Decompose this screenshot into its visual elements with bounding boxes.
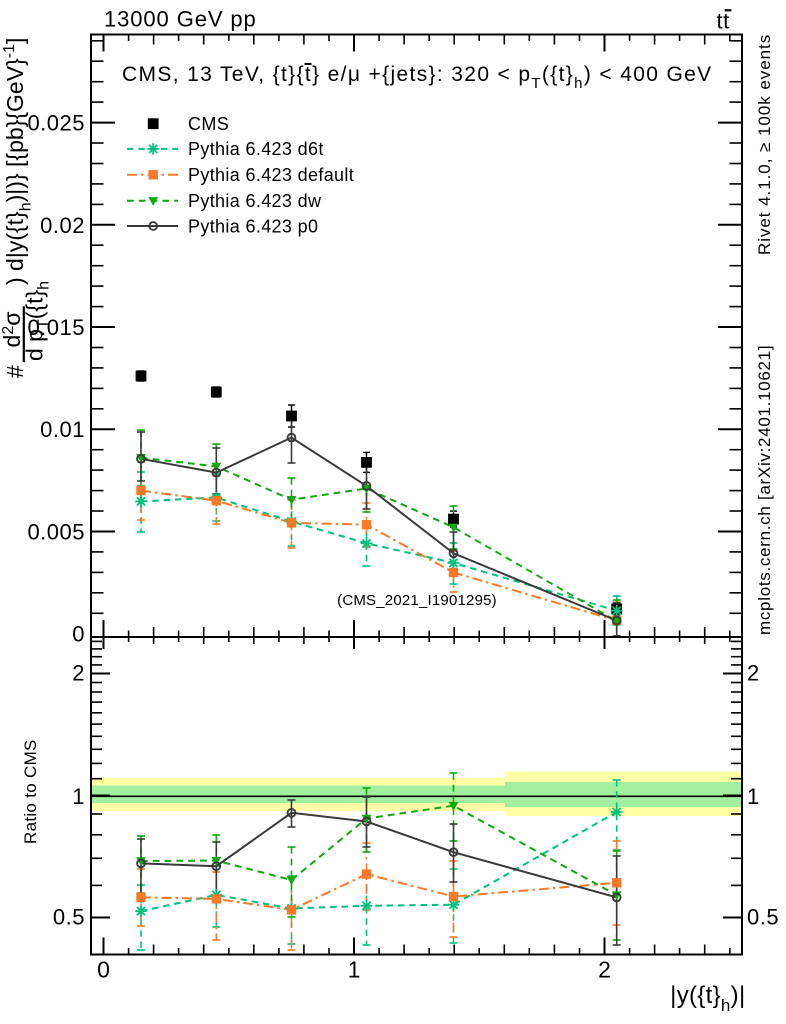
svg-text:0.02: 0.02	[40, 213, 85, 238]
svg-text:0.5: 0.5	[747, 905, 779, 930]
svg-text:tt: tt	[717, 9, 730, 34]
svg-text:0.01: 0.01	[40, 417, 85, 442]
svg-text:) d|y({t}h)|)} [{pb}{GeV}-1]: ) d|y({t}h)|)} [{pb}{GeV}-1]	[1, 38, 35, 285]
svg-text:13000 GeV pp: 13000 GeV pp	[104, 7, 257, 32]
svg-text:mcplots.cern.ch [arXiv:2401.10: mcplots.cern.ch [arXiv:2401.10621]	[755, 345, 774, 635]
svg-text:Pythia 6.423 p0: Pythia 6.423 p0	[188, 216, 318, 236]
svg-text:0.5: 0.5	[53, 905, 85, 930]
svg-text:2: 2	[72, 661, 85, 686]
svg-text:0.005: 0.005	[27, 520, 85, 545]
svg-text:Pythia 6.423 default: Pythia 6.423 default	[188, 165, 354, 185]
svg-text:Rivet 4.1.0, ≥ 100k events: Rivet 4.1.0, ≥ 100k events	[755, 34, 774, 255]
svg-text:0.025: 0.025	[27, 111, 85, 136]
svg-text:Pythia 6.423 d6t: Pythia 6.423 d6t	[188, 139, 324, 159]
svg-text:|y({t}h)|: |y({t}h)|	[670, 982, 745, 1015]
svg-text:Pythia 6.423 dw: Pythia 6.423 dw	[188, 191, 322, 211]
svg-text:1: 1	[72, 784, 85, 809]
svg-text:CMS: CMS	[188, 114, 229, 134]
svg-text:d pT({t}h: d pT({t}h	[22, 281, 53, 361]
svg-text:2: 2	[747, 661, 760, 686]
svg-text:1: 1	[747, 784, 760, 809]
svg-text:2: 2	[598, 957, 611, 983]
svg-text:0.015: 0.015	[27, 315, 85, 340]
svg-text:d2σ: d2σ	[0, 312, 25, 348]
svg-text:CMS, 13 TeV, {t}{t} e/μ +{jets: CMS, 13 TeV, {t}{t} e/μ +{jets}: 320 < p…	[122, 63, 713, 92]
svg-text:#: #	[2, 365, 28, 378]
svg-text:1: 1	[348, 957, 361, 983]
svg-text:0: 0	[97, 957, 110, 983]
svg-text:0: 0	[72, 622, 85, 647]
svg-text:Ratio to CMS: Ratio to CMS	[21, 739, 40, 844]
svg-text:(CMS_2021_I1901295): (CMS_2021_I1901295)	[337, 592, 497, 609]
